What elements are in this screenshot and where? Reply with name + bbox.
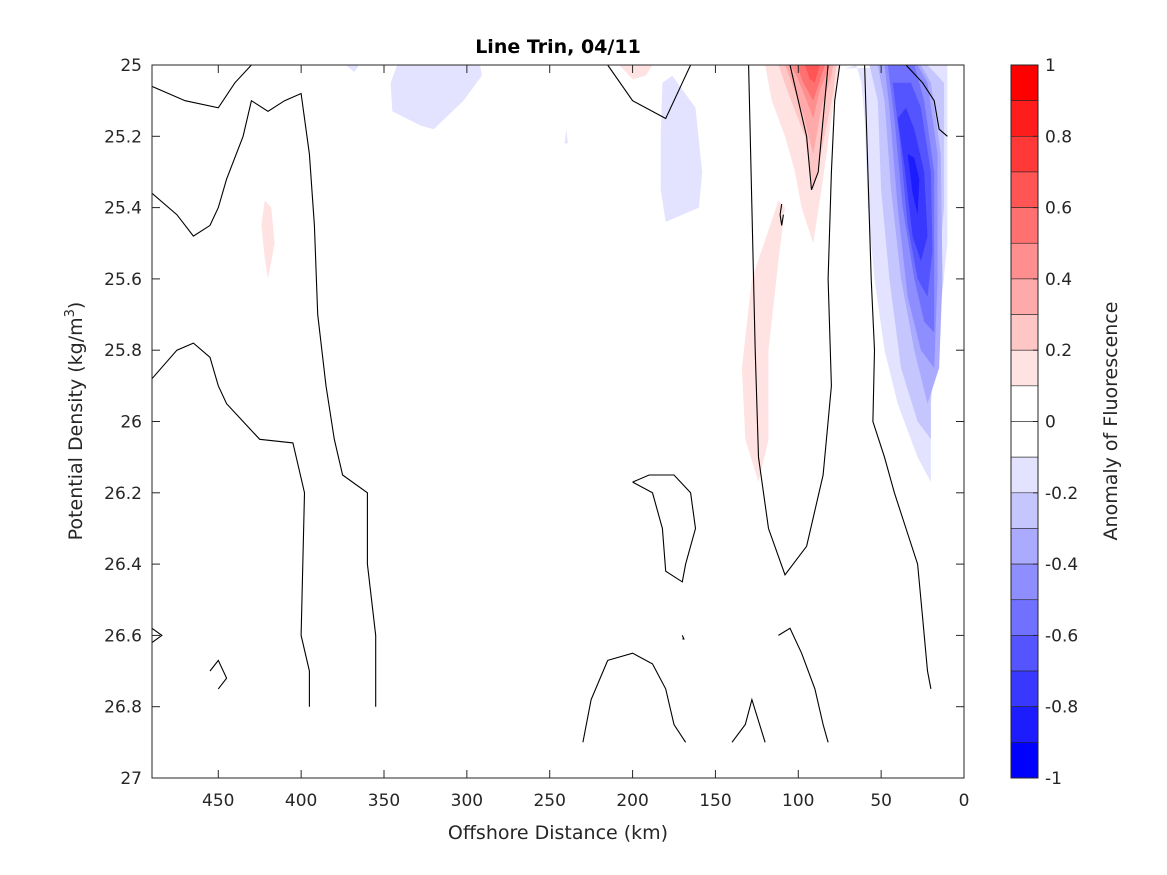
contour-line xyxy=(789,65,829,190)
y-tick-label: 25.4 xyxy=(104,199,142,219)
contour-line xyxy=(152,342,310,707)
colorbar-bin xyxy=(1010,456,1039,494)
colorbar-tick-label: -1 xyxy=(1045,769,1062,789)
filled-contour-region xyxy=(804,65,820,83)
x-tick-label: 150 xyxy=(699,791,731,811)
filled-contour-region xyxy=(796,65,825,101)
x-tick-label: 450 xyxy=(202,791,234,811)
colorbar-ticks: 1 0.8 0.6 0.4 0.2 0 -0.2 -0.4 -0.6 -0.8 -1 xyxy=(1033,56,1078,789)
filled-contour-region xyxy=(741,200,785,483)
colorbar-tick-label: -0.6 xyxy=(1045,626,1078,646)
contour-line xyxy=(731,697,766,743)
contour-line xyxy=(778,627,829,743)
x-tick-label: 0 xyxy=(959,791,970,811)
colorbar-bin xyxy=(1010,528,1039,565)
filled-contours xyxy=(261,65,948,483)
colorbar-bin xyxy=(1010,742,1039,779)
colorbar-tick-label: 0.8 xyxy=(1045,127,1072,147)
filled-contour-region xyxy=(785,65,834,155)
x-tick-label: 100 xyxy=(782,791,814,811)
y-tick-label: 26.4 xyxy=(104,555,142,575)
plot-background xyxy=(152,65,964,778)
contour-line xyxy=(582,660,609,743)
colorbar-tick-label: -0.4 xyxy=(1045,555,1078,575)
colorbar-bin xyxy=(1010,599,1039,636)
x-axis-label: Offshore Distance (km) xyxy=(448,822,668,844)
colorbar-bin xyxy=(1010,635,1039,672)
y-tick-label: 26.8 xyxy=(104,698,142,718)
y-axis-label-close: ) xyxy=(65,302,87,309)
x-tick-label: 350 xyxy=(368,791,400,811)
filled-contour-region xyxy=(390,65,482,130)
y-axis-label-main: Potential Density (kg/m xyxy=(65,317,87,540)
colorbar-tick-label: 0 xyxy=(1045,413,1056,433)
y-tick-label: 26.6 xyxy=(104,626,142,646)
colorbar-bin xyxy=(1010,314,1039,351)
colorbar-bin xyxy=(1010,278,1039,315)
contour-line xyxy=(152,627,163,643)
colorbar-bin xyxy=(1010,100,1039,137)
filled-contour-region xyxy=(564,129,568,144)
filled-contour-region xyxy=(660,75,703,222)
colorbar-bin xyxy=(1010,385,1039,422)
colorbar-bin xyxy=(1010,64,1039,101)
contour-line xyxy=(779,203,784,226)
x-tick-label: 300 xyxy=(451,791,483,811)
y-tick-label: 25.8 xyxy=(104,341,142,361)
contour-line xyxy=(632,474,697,583)
colorbar-bin xyxy=(1010,421,1039,458)
x-tick-label: 400 xyxy=(285,791,317,811)
filled-contour-region xyxy=(907,154,920,215)
colorbar-bin xyxy=(1010,492,1039,529)
contour-line xyxy=(748,65,841,576)
contour-line xyxy=(681,635,685,640)
contour-line xyxy=(607,652,687,743)
y-tick-label: 26.2 xyxy=(104,484,142,504)
contour-line xyxy=(905,65,948,137)
filled-contour-region xyxy=(345,65,360,73)
contour-line xyxy=(152,65,252,109)
x-tick-label: 200 xyxy=(616,791,648,811)
x-tick-label: 50 xyxy=(870,791,892,811)
plot-area: 450 400 350 300 250 200 150 100 50 0 2525.225.425… xyxy=(104,56,969,811)
y-axis-label-sup: 3 xyxy=(63,309,78,317)
contour-line xyxy=(209,659,228,690)
colorbar-label: Anomaly of Fluorescence xyxy=(1100,302,1122,541)
x-tick-label: 250 xyxy=(533,791,565,811)
y-tick-label: 25.2 xyxy=(104,127,142,147)
y-tick-label: 27 xyxy=(120,769,142,789)
colorbar-tick-label: -0.8 xyxy=(1045,698,1078,718)
x-axis-ticks: 450 400 350 300 250 200 150 100 50 0 xyxy=(202,65,969,811)
colorbar-bin xyxy=(1010,563,1039,601)
colorbar-bin xyxy=(1010,171,1039,208)
y-axis-label: Potential Density (kg/m3) xyxy=(63,302,87,541)
colorbar-tick-label: -0.2 xyxy=(1045,484,1078,504)
y-tick-label: 26 xyxy=(120,413,142,433)
colorbar-bin xyxy=(1010,207,1039,244)
y-tick-label: 25 xyxy=(120,56,142,76)
y-axis-ticks: 25 25.2 25.4 25.6 25.8 26 26.2 26.4 26.6 26.8 27 xyxy=(104,56,964,789)
colorbar: 1 0.8 0.6 0.4 0.2 0 -0.2 -0.4 -0.6 -0.8 -1 Anomaly… xyxy=(1010,56,1122,789)
colorbar-bin xyxy=(1010,136,1039,173)
colorbar-bin xyxy=(1010,670,1039,707)
chart-title: Line Trin, 04/11 xyxy=(475,36,641,58)
colorbar-tick-label: 0.6 xyxy=(1045,199,1072,219)
contour-lines xyxy=(152,65,948,743)
filled-contour-region xyxy=(261,200,275,279)
colorbar-bin xyxy=(1010,706,1039,743)
contour-line xyxy=(607,65,692,120)
colorbar-bin xyxy=(1010,349,1039,387)
filled-contour-region xyxy=(619,65,653,80)
colorbar-tick-label: 1 xyxy=(1045,56,1056,76)
contour-line xyxy=(864,65,932,690)
colorbar-tick-label: 0.4 xyxy=(1045,270,1072,290)
y-tick-label: 25.6 xyxy=(104,270,142,290)
colorbar-bin xyxy=(1010,242,1039,280)
colorbar-tick-label: 0.2 xyxy=(1045,341,1072,361)
contour-line xyxy=(152,92,377,707)
